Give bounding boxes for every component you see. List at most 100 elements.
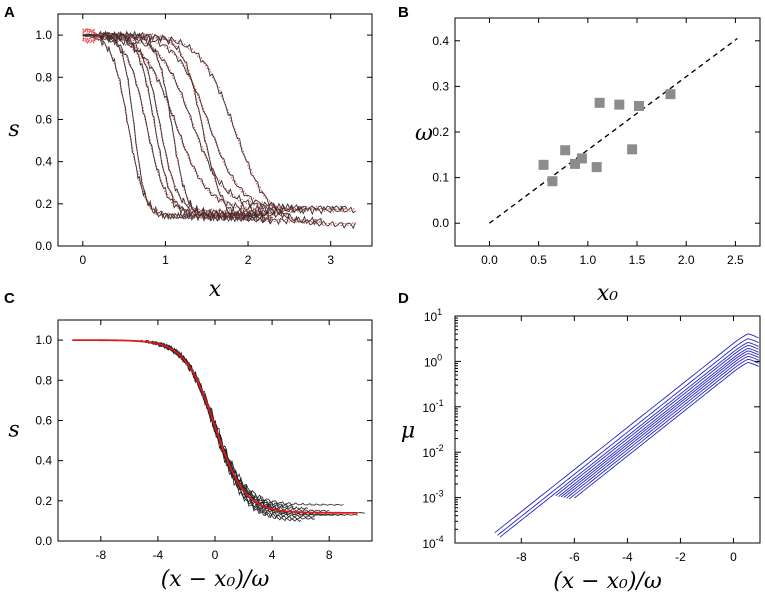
panel-c-xlabel: (x − x₀)/ω (161, 567, 270, 592)
x-tick-label-b: 0.5 (530, 253, 547, 267)
panel-a-red-curve (82, 32, 356, 227)
plot-frame-d (454, 315, 761, 544)
panel-a-red-curve (82, 27, 307, 214)
panel-d-xlabel: (x − x₀)/ω (553, 569, 662, 594)
panel-a-black-curve (82, 31, 356, 216)
y-tick-label-d: 10-1 (422, 398, 443, 415)
y-tick-label-d: 10-2 (422, 443, 443, 460)
y-tick-label-a: 0.2 (35, 197, 52, 211)
panel-c-data-curve (153, 341, 358, 516)
x-tick-label-c: 0 (212, 548, 219, 562)
y-tick-label-b: 0.2 (432, 125, 449, 139)
x-tick-label-b: 2.0 (678, 253, 695, 267)
y-tick-label-b: 0.3 (432, 79, 449, 93)
y-tick-exp-d: -4 (436, 534, 444, 544)
y-tick-base-d: 10 (422, 492, 436, 506)
y-tick-label-d: 100 (424, 352, 442, 369)
y-tick-base-d: 10 (424, 355, 438, 369)
y-tick-base-d: 10 (424, 310, 438, 324)
x-tick-label-c: 4 (269, 548, 276, 562)
panel-c-ylabel: s (8, 418, 19, 443)
panel-b-point (591, 162, 602, 173)
panel-d-curve (558, 347, 759, 497)
panel-d-curve (563, 353, 759, 498)
y-tick-base-d: 10 (422, 537, 436, 551)
x-tick-label-b: 1.5 (629, 253, 646, 267)
panel-d-curve (568, 358, 759, 500)
panel-c-fit-curve (72, 339, 358, 514)
y-tick-label-b: 0.0 (432, 216, 449, 230)
y-tick-label-c: 0.0 (35, 534, 52, 548)
y-tick-label-c: 0.6 (35, 413, 52, 427)
panel-c-data-curve (140, 339, 344, 506)
panel-b-point (570, 158, 581, 169)
x-tick-label-d: 0 (730, 550, 737, 564)
panel-d-curve (566, 355, 759, 499)
x-tick-label-d: -8 (516, 550, 527, 564)
panel-b-point (594, 97, 605, 108)
panel-a-black-curve (82, 32, 307, 216)
panel-a-black-curve (82, 31, 266, 221)
panel-c-data-curve (163, 345, 344, 516)
x-tick-label-c: -8 (95, 548, 106, 562)
panel-d-ylabel: μ (401, 419, 415, 444)
x-tick-label-b: 0.0 (481, 253, 498, 267)
x-tick-label-a: 0 (79, 253, 86, 267)
y-tick-label-b: 0.1 (432, 171, 449, 185)
panel-b-xlabel: x₀ (597, 281, 618, 306)
y-tick-label-a: 0.4 (35, 155, 52, 169)
y-tick-label-c: 0.8 (35, 373, 52, 387)
panel-a-black-curve (82, 34, 249, 222)
panel-b-point (665, 89, 676, 100)
panel-d-curve (555, 344, 759, 497)
panel-c-data-curve (157, 342, 315, 520)
x-tick-label-b: 1.0 (579, 253, 596, 267)
panel-b-fit-line (489, 37, 738, 224)
panel-c-data-curve (143, 339, 365, 515)
panel-d-curve (497, 338, 759, 536)
x-tick-label-a: 2 (245, 253, 252, 267)
panel-c-data-curve (149, 340, 294, 508)
panel-b-point (560, 145, 571, 156)
x-tick-label-a: 3 (327, 253, 334, 267)
panel-b-point (627, 144, 638, 155)
panel-d-curve (494, 333, 759, 534)
panel-a-black-curve (82, 30, 348, 212)
panel-b-ylabel: ω (415, 121, 433, 146)
y-tick-label-a: 0.0 (35, 239, 52, 253)
panel-d-curve (574, 361, 759, 499)
y-tick-label-a: 0.6 (35, 112, 52, 126)
y-tick-exp-d: 1 (437, 307, 442, 317)
panel-b-chart: 0.0 0.5 1.0 1.5 2.0 2.5 0.0 0.1 0.2 0.3 0.4 x₀ ω (415, 17, 761, 306)
plot-frame-b (454, 17, 761, 247)
panel-a-red-curve (82, 29, 266, 221)
y-tick-label-c: 1.0 (35, 333, 52, 347)
panel-b-point (538, 159, 549, 170)
y-tick-label-a: 0.8 (35, 70, 52, 84)
panel-b-point (633, 101, 644, 112)
panel-c-data-curve (146, 340, 316, 518)
panel-letter-b: B (398, 4, 409, 21)
panel-a-chart: 0 1 2 3 0.0 0.2 0.4 0.6 0.8 1.0 x s (8, 13, 373, 302)
x-tick-label-c: 8 (326, 548, 333, 562)
y-tick-label-c: 0.2 (35, 494, 52, 508)
panel-b-point (614, 99, 625, 110)
y-tick-exp-d: -1 (436, 398, 444, 408)
panel-d-curve (499, 341, 759, 538)
y-tick-label-c: 0.4 (35, 454, 52, 468)
x-tick-label-a: 1 (162, 253, 169, 267)
y-tick-exp-d: 0 (437, 352, 442, 362)
x-tick-label-d: -4 (622, 550, 633, 564)
panel-a-red-curve (82, 27, 249, 221)
y-tick-base-d: 10 (422, 401, 436, 415)
panel-a-black-curve (82, 30, 356, 230)
y-tick-label-d: 10-4 (422, 534, 443, 551)
panel-a-red-curve (82, 31, 266, 219)
y-tick-base-d: 10 (422, 446, 436, 460)
plot-frame-a (57, 13, 373, 247)
panel-c-data-curve (154, 341, 301, 523)
panel-d-curve (560, 350, 759, 498)
panel-letter-d: D (398, 290, 409, 307)
